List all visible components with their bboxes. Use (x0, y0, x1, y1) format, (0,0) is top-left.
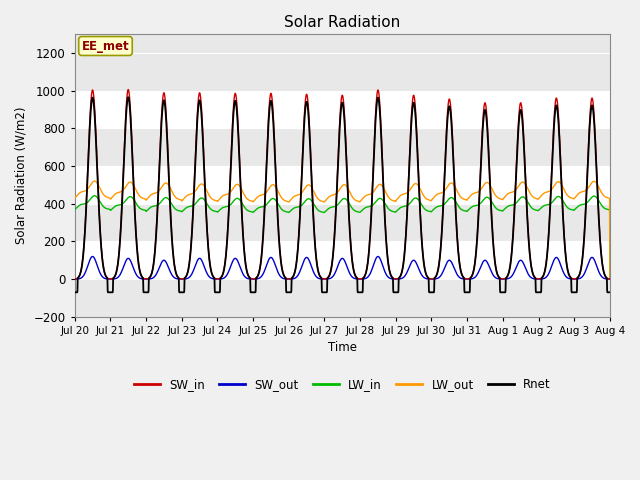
Text: EE_met: EE_met (82, 39, 129, 52)
X-axis label: Time: Time (328, 341, 356, 354)
Title: Solar Radiation: Solar Radiation (284, 15, 401, 30)
Bar (75, 279, 610, 317)
Bar (75, 166, 610, 204)
Legend: SW_in, SW_out, LW_in, LW_out, Rnet: SW_in, SW_out, LW_in, LW_out, Rnet (129, 373, 556, 396)
Bar (75, 91, 610, 128)
Bar (75, 204, 610, 241)
Bar (75, 53, 610, 91)
Bar (75, 128, 610, 166)
Bar (75, 241, 610, 279)
Y-axis label: Solar Radiation (W/m2): Solar Radiation (W/m2) (15, 107, 28, 244)
